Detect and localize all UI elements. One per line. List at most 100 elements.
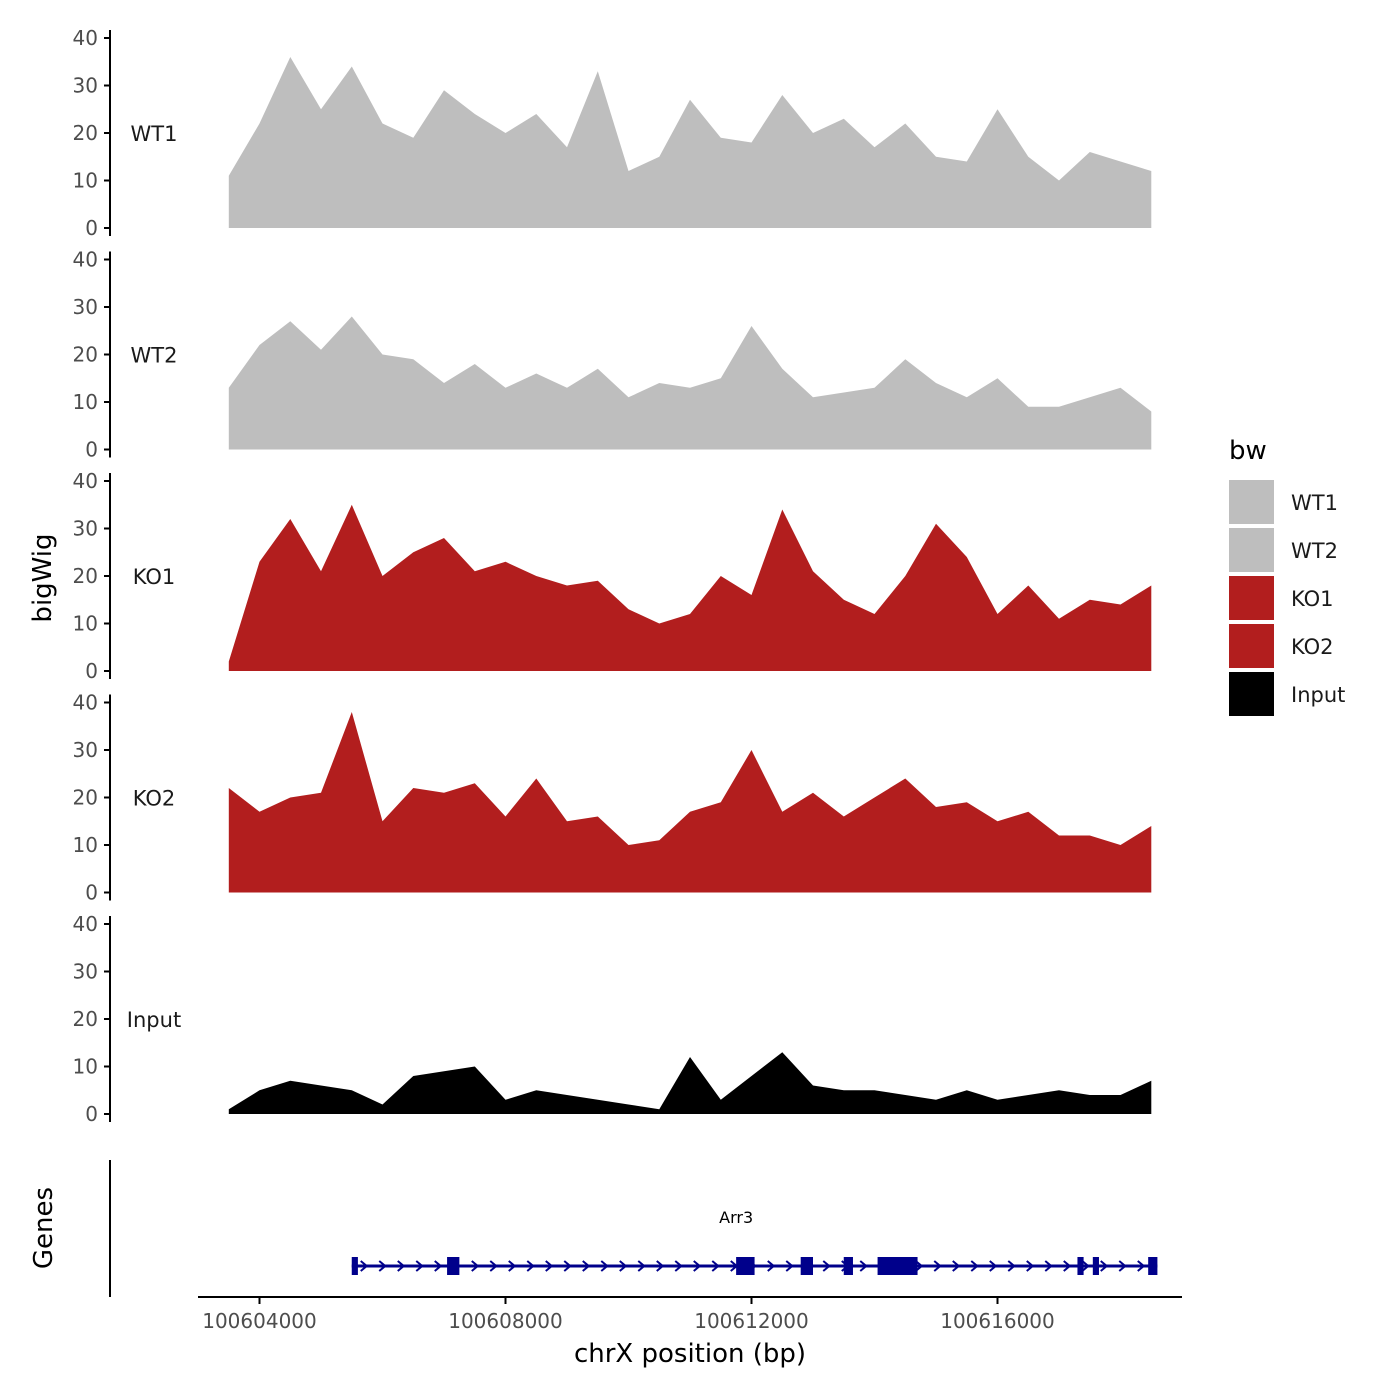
strand-arrow [933, 1260, 942, 1272]
track-ko2: 0 10 20 30 40 KO2 [73, 691, 1152, 905]
x-tick-label: 100604000 [202, 1309, 317, 1333]
gene-exon [1077, 1257, 1084, 1275]
strand-arrow [637, 1260, 646, 1272]
y-tick-label: 10 [73, 390, 98, 414]
coverage-tracks: 0 10 20 30 40 WT1 0 10 20 30 40 WT2 0 10 20 30 40 KO1 0 10 2… [73, 26, 1152, 1126]
strand-arrow [378, 1260, 387, 1272]
track-label-input: Input [127, 1008, 181, 1032]
strand-arrow [545, 1260, 554, 1272]
strand-arrow [767, 1260, 776, 1272]
strand-arrow [1137, 1260, 1146, 1272]
strand-arrow [822, 1260, 831, 1272]
strand-arrow [952, 1260, 961, 1272]
strand-arrow [1063, 1260, 1072, 1272]
gene-name-label: Arr3 [719, 1208, 753, 1227]
strand-arrow [619, 1260, 628, 1272]
legend: bw WT1 WT2 KO1 KO2 Input [1229, 436, 1345, 716]
gene-exon [1092, 1257, 1099, 1275]
legend-title: bw [1229, 436, 1267, 466]
x-tick-label: 100608000 [448, 1309, 563, 1333]
strand-arrow [785, 1260, 794, 1272]
legend-swatch-ko2 [1229, 624, 1274, 668]
legend-label-input: Input [1291, 683, 1345, 707]
track-input: 0 10 20 30 40 Input [73, 912, 1152, 1126]
y-tick-label: 30 [73, 295, 98, 319]
legend-swatch-wt2 [1229, 528, 1274, 572]
strand-arrow [970, 1260, 979, 1272]
y-tick-label: 0 [85, 438, 98, 462]
strand-arrow [508, 1260, 517, 1272]
y-tick-label: 10 [73, 612, 98, 636]
gene-exon [843, 1257, 853, 1275]
area-ko2 [228, 712, 1152, 893]
legend-label-wt2: WT2 [1291, 539, 1338, 563]
y-tick-label: 20 [73, 564, 98, 588]
y-tick-label: 30 [73, 517, 98, 541]
strand-arrow [656, 1260, 665, 1272]
legend-swatch-input [1229, 672, 1274, 716]
area-wt1 [228, 57, 1152, 228]
y-tick-label: 20 [73, 343, 98, 367]
y-tick-label: 30 [73, 738, 98, 762]
area-wt2 [228, 316, 1152, 450]
strand-arrow [1118, 1260, 1127, 1272]
gene-exon [736, 1257, 755, 1275]
strand-arrow [471, 1260, 480, 1272]
y-tick-label: 0 [85, 216, 98, 240]
x-axis-title: chrX position (bp) [574, 1339, 806, 1369]
y-tick-label: 10 [73, 833, 98, 857]
strand-arrow [415, 1260, 424, 1272]
track-label-ko1: KO1 [133, 565, 176, 589]
y-tick-label: 40 [73, 26, 98, 50]
strand-arrow [674, 1260, 683, 1272]
track-label-ko2: KO2 [133, 787, 176, 811]
legend-swatch-ko1 [1229, 576, 1274, 620]
gene-exon [447, 1257, 460, 1275]
legend-swatch-wt1 [1229, 480, 1274, 524]
y-tick-label: 30 [73, 74, 98, 98]
track-wt1: 0 10 20 30 40 WT1 [73, 26, 1152, 240]
strand-arrow [1081, 1260, 1090, 1272]
y-axis-title: bigWig [28, 533, 58, 622]
legend-items: WT1 WT2 KO1 KO2 Input [1229, 480, 1345, 716]
y-tick-label: 10 [73, 1055, 98, 1079]
strand-arrow [1100, 1260, 1109, 1272]
x-ticks: 100604000 100608000 100612000 100616000 [202, 1297, 1055, 1333]
legend-label-wt1: WT1 [1291, 491, 1338, 515]
y-tick-label: 0 [85, 1102, 98, 1126]
strand-arrow [859, 1260, 868, 1272]
strand-arrow [434, 1260, 443, 1272]
track-label-wt1: WT1 [131, 122, 178, 146]
y-tick-label: 0 [85, 881, 98, 905]
y-tick-label: 20 [73, 121, 98, 145]
y-tick-label: 20 [73, 1007, 98, 1031]
y-tick-label: 40 [73, 469, 98, 493]
gene-arr3: Arr3 [351, 1208, 1158, 1275]
legend-label-ko2: KO2 [1291, 635, 1334, 659]
strand-arrow [397, 1260, 406, 1272]
x-tick-label: 100612000 [694, 1309, 809, 1333]
strand-arrow [563, 1260, 572, 1272]
strand-arrow [915, 1260, 924, 1272]
strand-arrow [1026, 1260, 1035, 1272]
y-tick-label: 30 [73, 960, 98, 984]
track-label-wt2: WT2 [131, 344, 178, 368]
strand-arrow [526, 1260, 535, 1272]
strand-arrow [360, 1260, 369, 1272]
legend-label-ko1: KO1 [1291, 587, 1334, 611]
y-tick-label: 40 [73, 248, 98, 272]
gene-exon [1148, 1257, 1158, 1275]
strand-arrow [1044, 1260, 1053, 1272]
area-input [228, 1052, 1152, 1114]
x-axis: 100604000 100608000 100612000 100616000 chr… [198, 1296, 1182, 1369]
track-wt2: 0 10 20 30 40 WT2 [73, 248, 1152, 462]
y-tick-label: 40 [73, 691, 98, 715]
gene-exon [800, 1257, 813, 1275]
gene-exon [351, 1257, 358, 1275]
strand-arrow [489, 1260, 498, 1272]
y-tick-label: 20 [73, 786, 98, 810]
y-tick-label: 0 [85, 659, 98, 683]
strand-arrow [693, 1260, 702, 1272]
y-tick-label: 40 [73, 912, 98, 936]
